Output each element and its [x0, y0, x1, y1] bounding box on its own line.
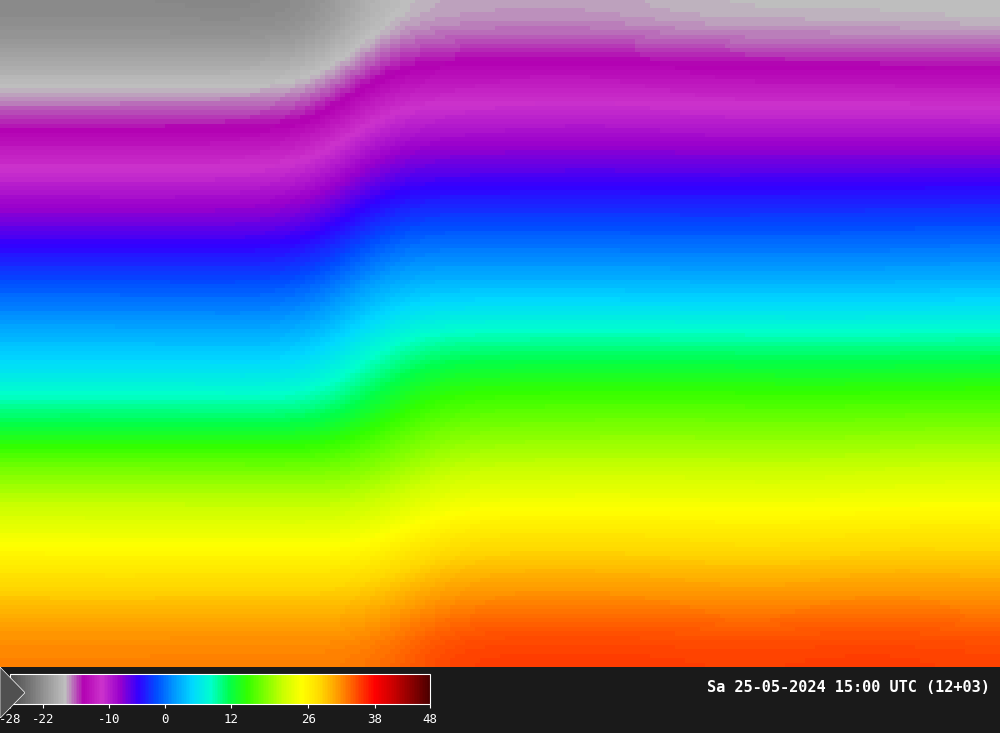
Text: Temperature (2m) [°C] ECMWF: Temperature (2m) [°C] ECMWF [10, 680, 256, 696]
Text: Sa 25-05-2024 15:00 UTC (12+03): Sa 25-05-2024 15:00 UTC (12+03) [707, 680, 990, 695]
Polygon shape [0, 667, 25, 718]
